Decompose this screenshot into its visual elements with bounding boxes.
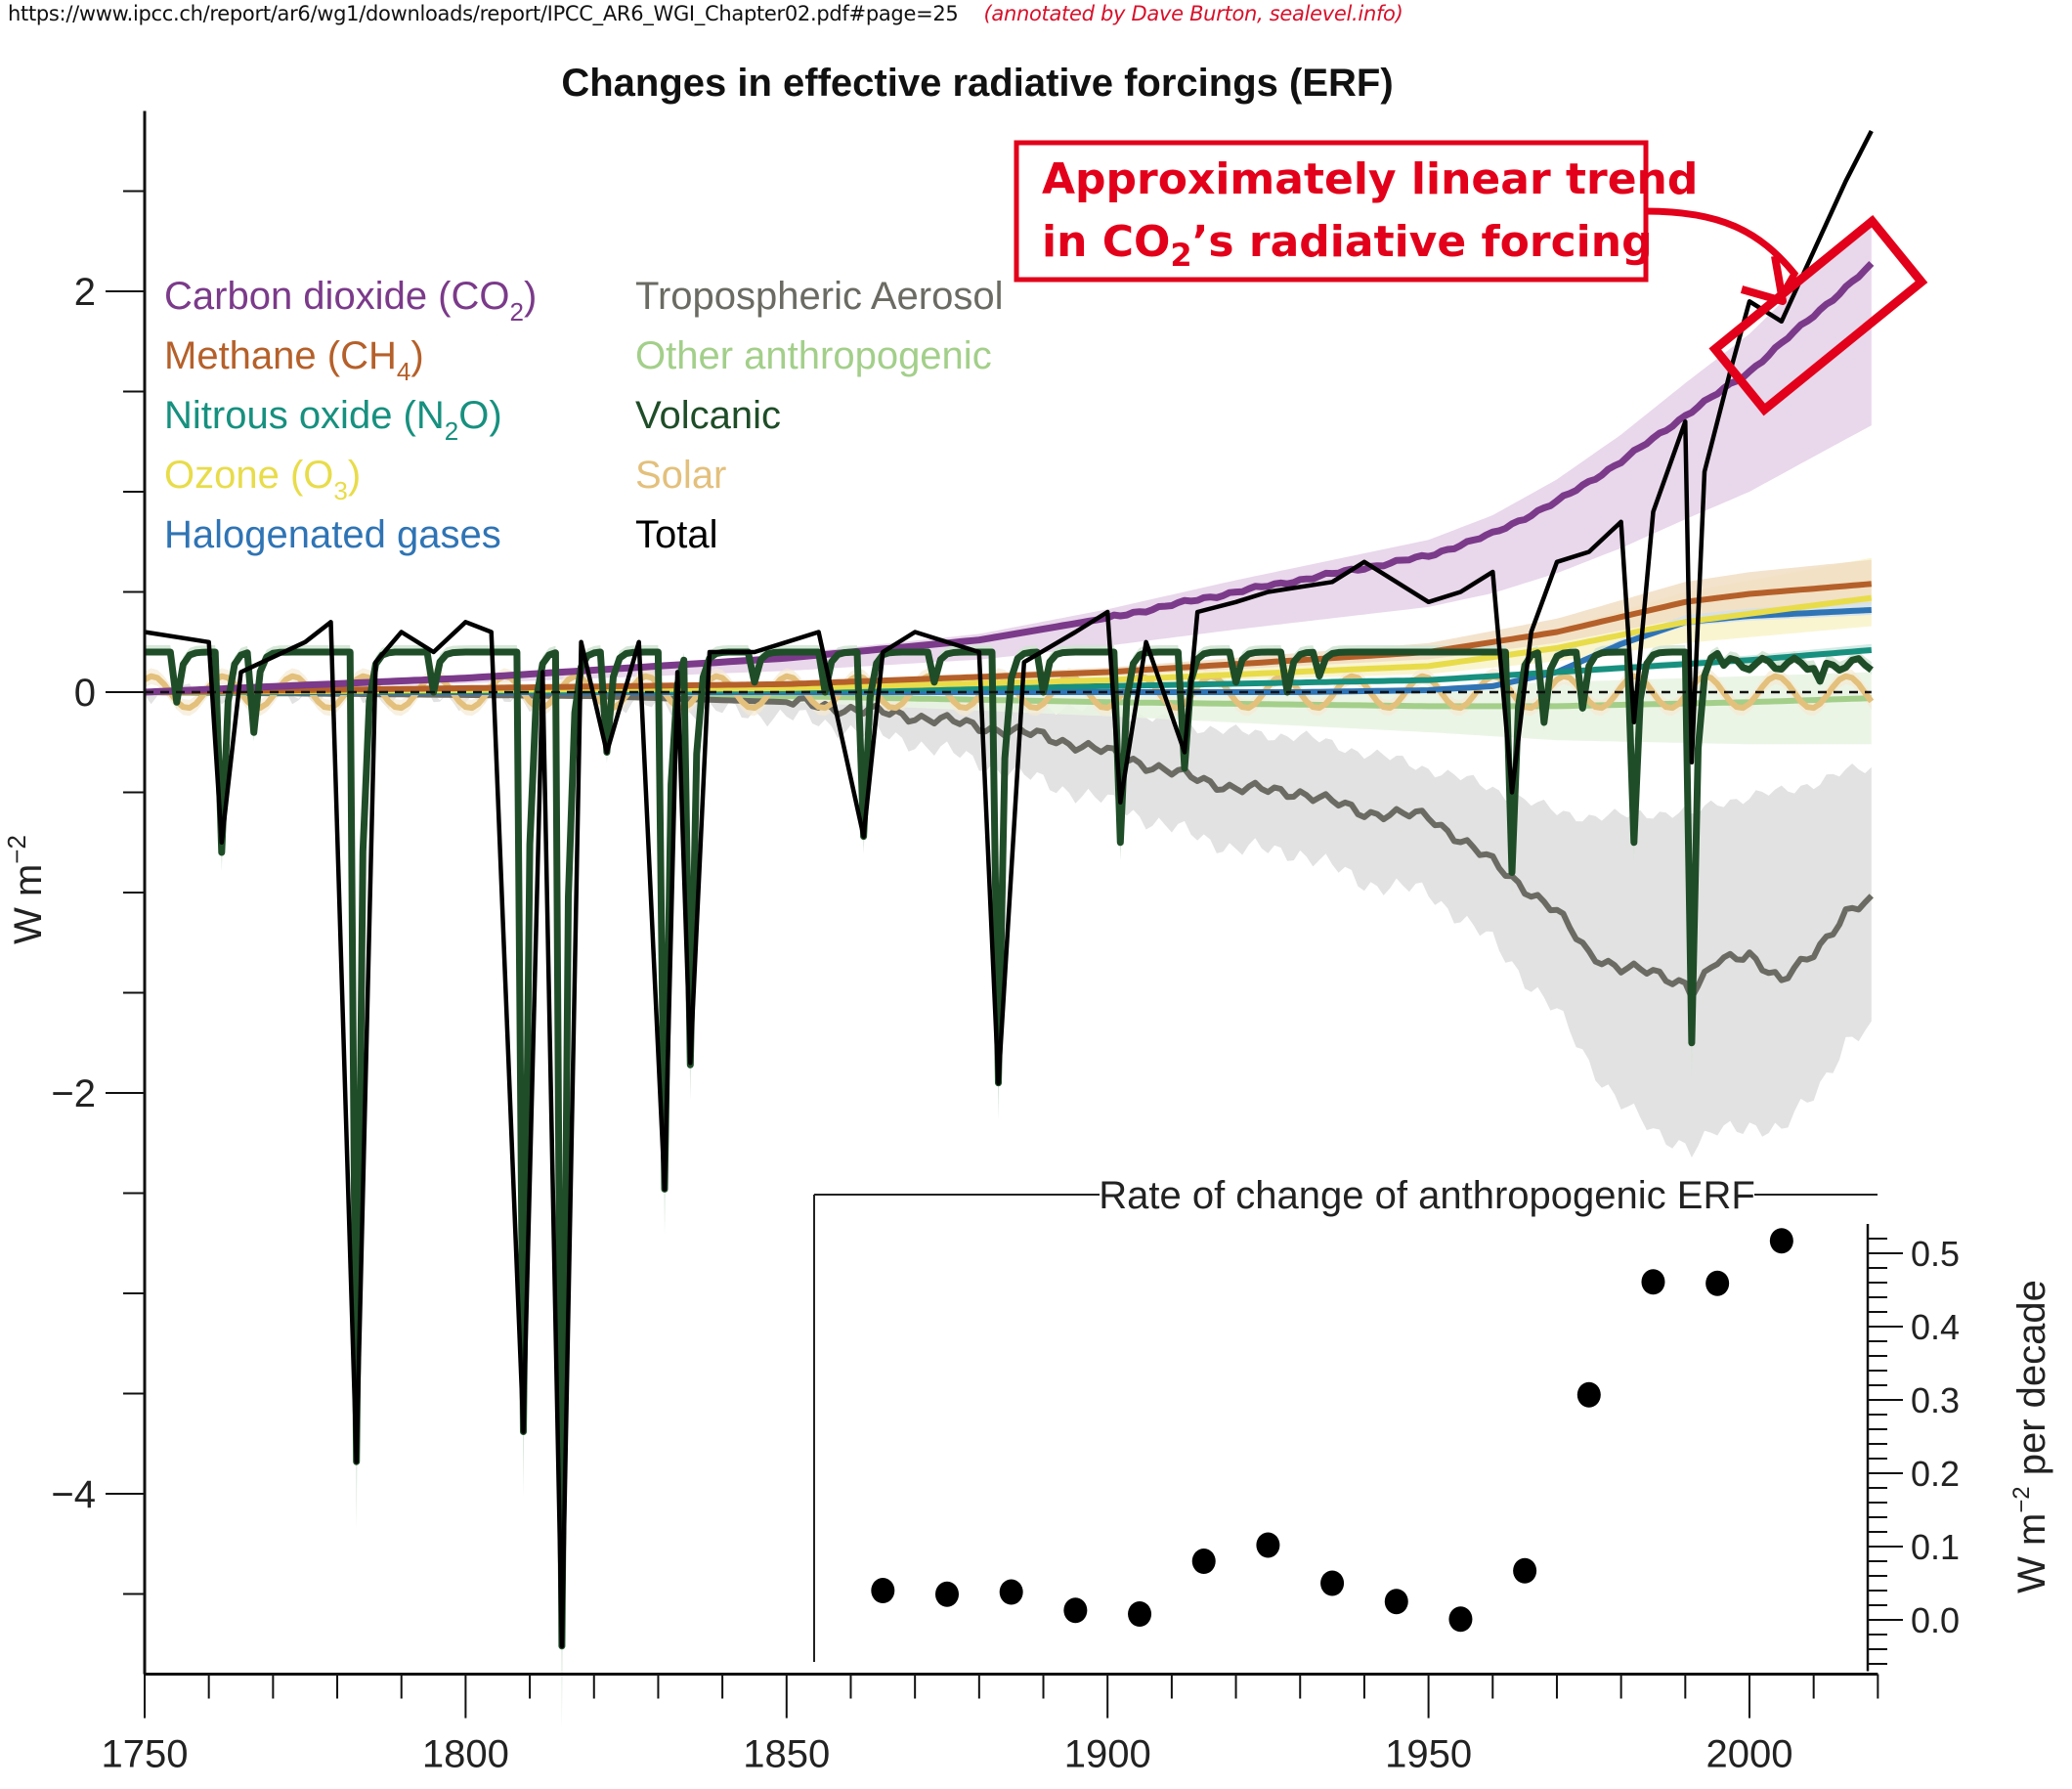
legend-item: Total: [635, 513, 718, 556]
source-url-line: https://www.ipcc.ch/report/ar6/wg1/downl…: [8, 2, 1403, 25]
inset-data-point: [935, 1581, 959, 1607]
legend-label: Methane (CH: [164, 334, 397, 377]
legend-label: Nitrous oxide (N: [164, 394, 445, 437]
inset-data-point: [1576, 1381, 1601, 1408]
annotation-arrow: [1645, 207, 1799, 299]
x-tick-label: 1750: [102, 1733, 189, 1776]
inset-ylabel-main: W m: [2010, 1513, 2053, 1593]
inset-data-point: [1705, 1270, 1730, 1296]
legend-subscript: 2: [510, 297, 524, 327]
y-tick-label: 0: [74, 672, 96, 715]
x-tick-label: 1800: [422, 1733, 509, 1776]
legend-label: Halogenated gases: [164, 513, 501, 556]
inset-ylabel-tail: per decade: [2010, 1280, 2053, 1486]
annotation: Approximately linear trend in CO2’s radi…: [1014, 140, 1928, 416]
legend-label: Ozone (O: [164, 454, 333, 497]
y-axis-title: W m−2: [2, 835, 50, 944]
inset-data-point: [1513, 1557, 1537, 1584]
inset-y-tick-label: 0.2: [1911, 1454, 1960, 1494]
legend-label: Solar: [635, 454, 726, 497]
main-axes: 2 0 −2 −4 1750 1800 1850 1900 1950 2000: [51, 110, 1879, 1776]
chart-title: Changes in effective radiative forcings …: [561, 62, 1393, 105]
x-tick-label: 1850: [743, 1733, 830, 1776]
legend-label-tail: O): [458, 394, 501, 437]
annotation-credit: (annotated by Dave Burton, sealevel.info…: [983, 2, 1403, 25]
inset-title: Rate of change of anthropogenic ERF: [1099, 1174, 1755, 1217]
inset-y-tick-label: 0.5: [1911, 1234, 1960, 1274]
legend-item: Other anthropogenic: [635, 334, 992, 377]
inset-data-point: [1769, 1228, 1793, 1254]
legend-label: Other anthropogenic: [635, 334, 992, 377]
annotation-line-1: Approximately linear trend: [1042, 154, 1698, 204]
annotation-arrowhead: [1740, 255, 1787, 305]
ozone-o3--band: [145, 557, 1872, 692]
legend-label-tail: ): [524, 275, 537, 318]
aerosol-uncertainty-band: [145, 683, 1872, 1157]
inset-y-tick-label: 0.3: [1911, 1380, 1960, 1420]
legend-subscript: 4: [397, 357, 410, 386]
carbon-dioxide-co2--band: [145, 215, 1872, 692]
inset-ylabel-sup: −2: [2008, 1486, 2035, 1512]
inset-data-point: [1191, 1549, 1216, 1574]
annotation-line-2: in CO2’s radiative forcing: [1042, 217, 1653, 274]
volcanic-line: [145, 648, 1874, 1650]
source-url: https://www.ipcc.ch/report/ar6/wg1/downl…: [8, 2, 959, 25]
legend-subscript: 3: [333, 476, 347, 505]
inset-rate-chart: Rate of change of anthropogenic ERF 0.0 0.…: [813, 1174, 2053, 1672]
inset-y-tick-label: 0.0: [1911, 1600, 1960, 1640]
legend-item: Methane (CH4): [164, 334, 424, 386]
inset-data-point: [1128, 1601, 1152, 1627]
x-tick-label: 1900: [1064, 1733, 1151, 1776]
inset-data-point: [1320, 1570, 1345, 1596]
legend-subscript: 2: [445, 416, 458, 446]
legend-label-tail: ): [410, 334, 423, 377]
total-line: [144, 129, 1874, 1649]
methane-ch4--band: [145, 559, 1872, 692]
legend-label: Volcanic: [635, 394, 781, 437]
inset-data-point: [1448, 1606, 1473, 1633]
inset-data-point: [1063, 1597, 1088, 1624]
inset-y-axis-title: W m−2 per decade: [2008, 1280, 2053, 1593]
inset-data-point: [1384, 1589, 1408, 1615]
inset-data-point: [1641, 1269, 1665, 1295]
total-layer: [144, 129, 1874, 1649]
inset-y-tick-label: 0.4: [1911, 1307, 1960, 1347]
legend-item: Volcanic: [635, 394, 781, 437]
uncertainty-bands: [145, 215, 1872, 1728]
inset-data-point: [999, 1579, 1023, 1605]
co2-trend-highlight-box: [1708, 214, 1928, 416]
legend-item: Tropospheric Aerosol: [635, 275, 1003, 318]
x-tick-label: 1950: [1385, 1733, 1472, 1776]
y-tick-label: 2: [74, 271, 96, 314]
legend-label: Total: [635, 513, 718, 556]
legend-label: Carbon dioxide (CO: [164, 275, 510, 318]
inset-data-point: [1256, 1532, 1280, 1558]
legend-item: Nitrous oxide (N2O): [164, 394, 502, 446]
legend-item: Carbon dioxide (CO2): [164, 275, 537, 327]
legend-label-tail: ): [348, 454, 361, 497]
legend-item: Ozone (O3): [164, 454, 361, 505]
x-tick-label: 2000: [1706, 1733, 1793, 1776]
legend-item: Halogenated gases: [164, 513, 501, 556]
y-tick-label: −2: [51, 1072, 96, 1115]
inset-data-point: [871, 1578, 895, 1603]
inset-y-tick-label: 0.1: [1911, 1527, 1960, 1567]
legend: Carbon dioxide (CO2)Methane (CH4)Nitrous…: [164, 275, 1003, 556]
legend-label: Tropospheric Aerosol: [635, 275, 1003, 318]
y-tick-label: −4: [51, 1473, 96, 1516]
legend-item: Solar: [635, 454, 726, 497]
